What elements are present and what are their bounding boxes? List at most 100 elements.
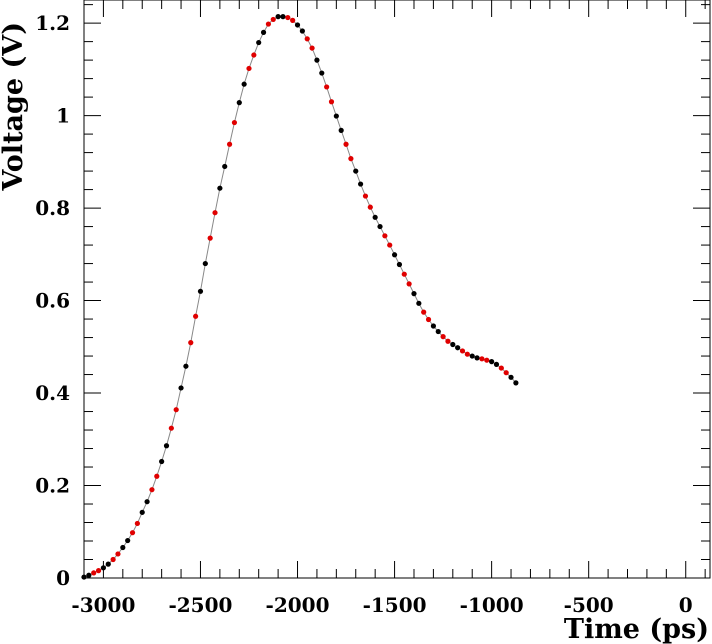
data-point (236, 100, 242, 106)
data-point (508, 374, 514, 380)
data-point (251, 52, 257, 58)
data-point (81, 574, 87, 580)
x-tick-label: -2000 (266, 593, 330, 617)
data-point (358, 181, 364, 187)
y-tick-label: 1.2 (35, 11, 70, 35)
data-point (377, 223, 383, 230)
data-point (105, 561, 111, 567)
data-point (416, 300, 422, 306)
y-tick-label: 0.8 (35, 196, 70, 220)
data-point (367, 204, 373, 210)
data-point (260, 29, 267, 35)
data-point (159, 458, 165, 465)
data-point (110, 556, 116, 563)
data-point (183, 363, 189, 369)
data-point (479, 356, 485, 362)
data-point (440, 334, 446, 340)
data-point (100, 565, 107, 571)
data-point (489, 359, 495, 365)
data-point (493, 361, 500, 367)
y-tick-label: 0 (56, 566, 70, 590)
data-point (484, 357, 490, 363)
x-tick-label: -2500 (168, 593, 232, 617)
data-point (450, 341, 456, 348)
data-point (149, 487, 155, 493)
data-point (134, 520, 140, 527)
data-point (95, 568, 102, 574)
data-point (120, 544, 126, 551)
y-tick-label: 1 (56, 104, 70, 128)
data-point (445, 338, 451, 344)
y-tick-label: 0.4 (35, 381, 70, 405)
data-point (343, 141, 349, 147)
data-point (362, 193, 369, 199)
x-tick-label: -1500 (363, 593, 427, 617)
data-point (333, 113, 339, 119)
data-point (154, 473, 160, 479)
data-point (474, 355, 480, 361)
data-point (309, 45, 315, 51)
data-point (246, 65, 252, 72)
data-point (173, 407, 179, 413)
data-point (91, 570, 97, 576)
data-point (314, 57, 320, 63)
data-point (241, 81, 247, 87)
y-axis-title: Voltage (V) (0, 22, 29, 192)
y-tick-label: 0.2 (35, 474, 70, 498)
data-point (86, 572, 92, 578)
data-point (144, 499, 150, 505)
data-point (202, 260, 208, 267)
x-axis-title: Time (ps) (564, 614, 709, 644)
data-point (396, 261, 403, 268)
data-point (328, 99, 335, 105)
series-line (83, 16, 517, 578)
data-point (285, 14, 291, 21)
data-point (129, 530, 136, 536)
data-point (425, 316, 432, 323)
data-point (372, 214, 378, 220)
data-point (387, 242, 393, 248)
data-point (139, 509, 145, 515)
data-point (304, 36, 310, 42)
data-point (270, 16, 276, 23)
data-point (406, 281, 412, 287)
data-point (207, 235, 213, 241)
data-point (193, 313, 199, 319)
data-point (401, 271, 407, 277)
data-point (275, 14, 281, 20)
data-point (338, 127, 344, 133)
data-point (430, 323, 436, 329)
data-point (324, 84, 330, 90)
x-tick-label: 0 (679, 593, 693, 617)
x-tick-label: -500 (564, 593, 614, 617)
data-point (353, 168, 359, 174)
x-tick-label: -1000 (460, 593, 524, 617)
data-point (455, 345, 461, 351)
data-point (115, 551, 121, 557)
data-point (188, 340, 194, 346)
data-point (197, 288, 204, 294)
data-point (212, 210, 218, 216)
data-point (459, 348, 466, 354)
data-point (256, 39, 262, 46)
y-tick-label: 0.6 (35, 289, 70, 313)
data-point (280, 14, 286, 20)
data-point (125, 537, 131, 544)
data-point (319, 70, 325, 76)
data-point (178, 385, 184, 391)
data-point (503, 370, 509, 376)
data-point (513, 380, 519, 386)
data-point (226, 141, 233, 147)
data-point (294, 22, 301, 28)
data-point (231, 119, 238, 126)
data-point (391, 252, 398, 258)
data-point (348, 156, 354, 162)
data-point (411, 291, 417, 297)
data-point (464, 351, 470, 357)
data-point (382, 233, 388, 239)
data-point (299, 28, 305, 34)
data-point (498, 365, 504, 371)
data-point (217, 185, 223, 191)
data-point (265, 21, 271, 27)
